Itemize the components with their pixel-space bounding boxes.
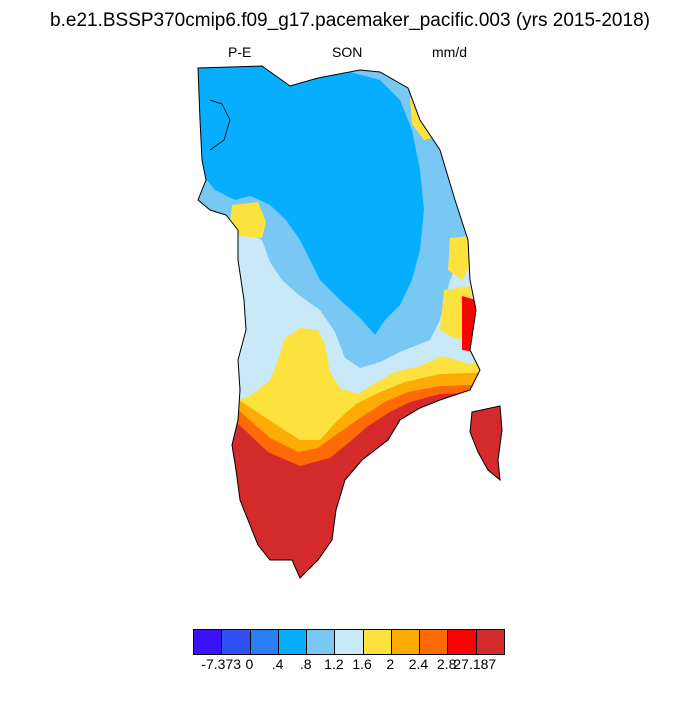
colorbar [193,629,505,655]
colorbar-swatch [420,630,449,654]
colorbar-tick-label: .4 [271,656,284,672]
colorbar-swatch [391,630,421,654]
colorbar-tick-label: 27.187 [453,656,497,672]
colorbar-swatch [448,630,477,654]
coastline-mainland [197,65,481,579]
colorbar-tick-label: -7.373 [201,656,242,672]
colorbar-tick-label: .8 [299,656,312,672]
zone-blue [198,66,424,335]
colorbar-swatch [194,630,223,654]
colorbar-swatch [222,630,251,654]
units-label: mm/d [432,44,467,60]
colorbar-swatch [278,630,308,654]
field-island [470,406,502,480]
colorbar-tick-label: 2 [386,656,395,672]
colorbar-swatch [476,630,504,654]
colorbar-tick-label: 1.2 [324,656,344,672]
colorbar-swatch [250,630,279,654]
colorbar-labels: -7.373 0 .4 .8 1.2 1.6 2 2.4 2.8 27.187 [0,656,700,676]
coastline-island [469,405,503,482]
zone-west-yellow [230,202,266,238]
colorbar-tick-label: 0 [245,656,254,672]
variable-label: P-E [228,44,252,60]
colorbar-swatch [307,630,336,654]
inner-coast-line [209,99,231,151]
colorbar-tick-label: 1.6 [352,656,372,672]
colorbar-swatch [363,630,392,654]
field-mainland [198,66,480,578]
colorbar-swatch [335,630,364,654]
colorbar-tick-label: 2.8 [436,656,457,672]
plot-title: b.e21.BSSP370cmip6.f09_g17.pacemaker_pac… [50,10,650,31]
zone-island-red [470,406,502,480]
colorbar-tick-label: 2.4 [408,656,429,672]
season-label: SON [332,44,363,60]
zone-east-yellow [448,236,472,280]
